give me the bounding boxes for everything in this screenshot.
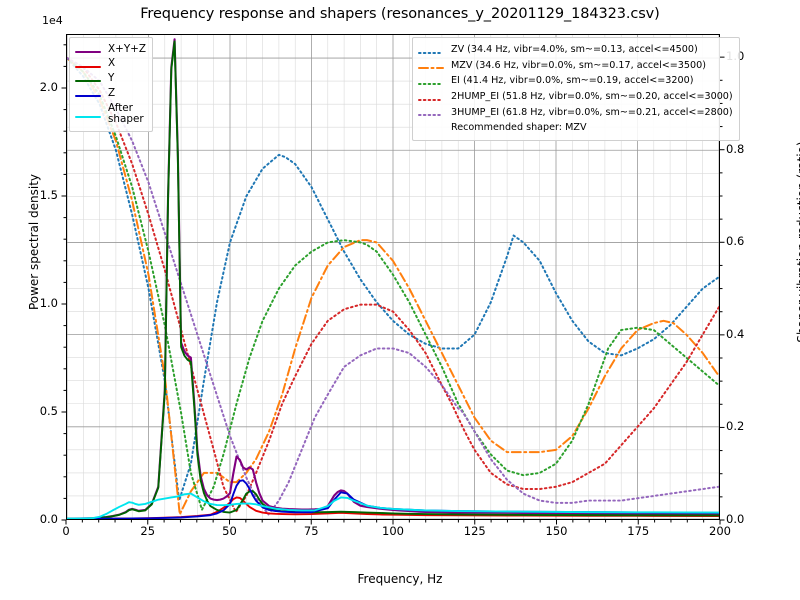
recommended-shaper-note: Recommended shaper: MZV [418, 120, 733, 136]
y2-tick-label: 0.8 [726, 141, 745, 156]
y2-tick-label: 0.0 [726, 512, 745, 526]
legend-item-label: After shaper [108, 102, 144, 125]
legend-swatch-icon [418, 91, 444, 103]
y2-axis-title: Shaper vibration reduction (ratio) [795, 141, 800, 343]
y-tick-label: 2.0 [39, 80, 58, 94]
legend-line-sample [75, 51, 101, 54]
y-tick-label: 1.5 [39, 188, 58, 202]
legend-item-x[interactable]: X [75, 57, 146, 72]
legend-item-mzv[interactable]: MZV (34.6 Hz, vibr=0.0%, sm~=0.17, accel… [418, 58, 733, 74]
legend-swatch-icon [418, 44, 444, 56]
legend-swatch-icon [75, 87, 101, 99]
legend-swatch-icon [75, 108, 101, 120]
legend-line-sample [75, 115, 101, 118]
legend-item-zv[interactable]: ZV (34.4 Hz, vibr=4.0%, sm~=0.13, accel<… [418, 42, 733, 58]
legend-line-sample [75, 80, 101, 83]
legend-item-label: X [108, 57, 116, 70]
legend-item-label: X+Y+Z [108, 42, 146, 55]
legend-item-label: Z [108, 86, 116, 99]
legend-line-sample [418, 67, 444, 70]
legend-swatch-icon [75, 58, 101, 70]
legend-item-label: EI (41.4 Hz, vibr=0.0%, sm~=0.19, accel<… [451, 75, 694, 87]
x-tick-label: 25 [140, 524, 156, 538]
x-axis-title: Frequency, Hz [357, 572, 443, 586]
series-line [67, 492, 719, 519]
legend-item-label: ZV (34.4 Hz, vibr=4.0%, sm~=0.13, accel<… [451, 44, 698, 56]
legend-line-sample [418, 114, 444, 117]
legend-swatch-icon [418, 75, 444, 87]
x-tick-label: 100 [382, 524, 404, 538]
legend-swatch-icon [75, 43, 101, 55]
legend-line-sample [418, 82, 444, 85]
series-layer [67, 38, 719, 519]
y-tick-label: 1.0 [39, 296, 58, 310]
legend-swatch-icon [418, 106, 444, 118]
legend-item-2hump-ei[interactable]: 2HUMP_EI (51.8 Hz, vibr=0.0%, sm~=0.20, … [418, 89, 733, 105]
legend-line-sample [75, 95, 101, 98]
legend-line-sample [418, 51, 444, 54]
y-axis-title: Power spectral density [27, 173, 41, 311]
series-line [67, 57, 719, 516]
y-tick-label: 0.0 [39, 512, 58, 526]
y-tick-label: 0.5 [39, 404, 58, 418]
x-tick-label: 150 [545, 524, 568, 538]
legend-item-z[interactable]: Z [75, 86, 146, 101]
legend-line-sample [75, 65, 101, 68]
y2-tick-label: 0.2 [726, 419, 745, 434]
legend-swatch-icon [75, 72, 101, 84]
series-line [67, 57, 719, 511]
legend-swatch-icon [418, 59, 444, 71]
plot-svg [67, 35, 719, 519]
legend-swatch-spacer [418, 122, 444, 134]
x-tick-label: 200 [709, 524, 731, 538]
legend-item-y[interactable]: Y [75, 71, 146, 86]
legend-item-label: MZV (34.6 Hz, vibr=0.0%, sm~=0.17, accel… [451, 59, 706, 71]
legend-shapers[interactable]: ZV (34.4 Hz, vibr=4.0%, sm~=0.13, accel<… [412, 37, 740, 141]
series-line [67, 57, 719, 514]
y2-tick-label: 0.6 [726, 234, 745, 249]
x-tick-label: 50 [222, 524, 237, 538]
legend-item-ei[interactable]: EI (41.4 Hz, vibr=0.0%, sm~=0.19, accel<… [418, 73, 733, 89]
recommended-shaper-label: Recommended shaper: MZV [451, 122, 587, 134]
x-tick-label: 75 [303, 524, 319, 538]
x-tick-label: 175 [627, 524, 650, 538]
series-line [67, 40, 719, 519]
chart-title: Frequency response and shapers (resonanc… [140, 6, 660, 22]
legend-item-label: 2HUMP_EI (51.8 Hz, vibr=0.0%, sm~=0.20, … [451, 91, 733, 103]
x-tick-label: 125 [463, 524, 486, 538]
x-tick-label: 0 [62, 524, 70, 538]
y-axis-offset-text: 1e4 [42, 14, 63, 27]
legend-item-label: 3HUMP_EI (61.8 Hz, vibr=0.0%, sm~=0.21, … [451, 106, 733, 118]
legend-item-after-shaper[interactable]: After shaper [75, 100, 146, 127]
legend-item-x-y-z[interactable]: X+Y+Z [75, 42, 146, 57]
legend-psd[interactable]: X+Y+Z X Y Z After shaper [69, 37, 153, 133]
legend-item-3hump-ei[interactable]: 3HUMP_EI (61.8 Hz, vibr=0.0%, sm~=0.21, … [418, 104, 733, 120]
series-line [67, 57, 719, 516]
legend-line-sample [418, 98, 444, 101]
legend-item-label: Y [108, 71, 115, 84]
y2-tick-label: 0.4 [726, 326, 745, 341]
